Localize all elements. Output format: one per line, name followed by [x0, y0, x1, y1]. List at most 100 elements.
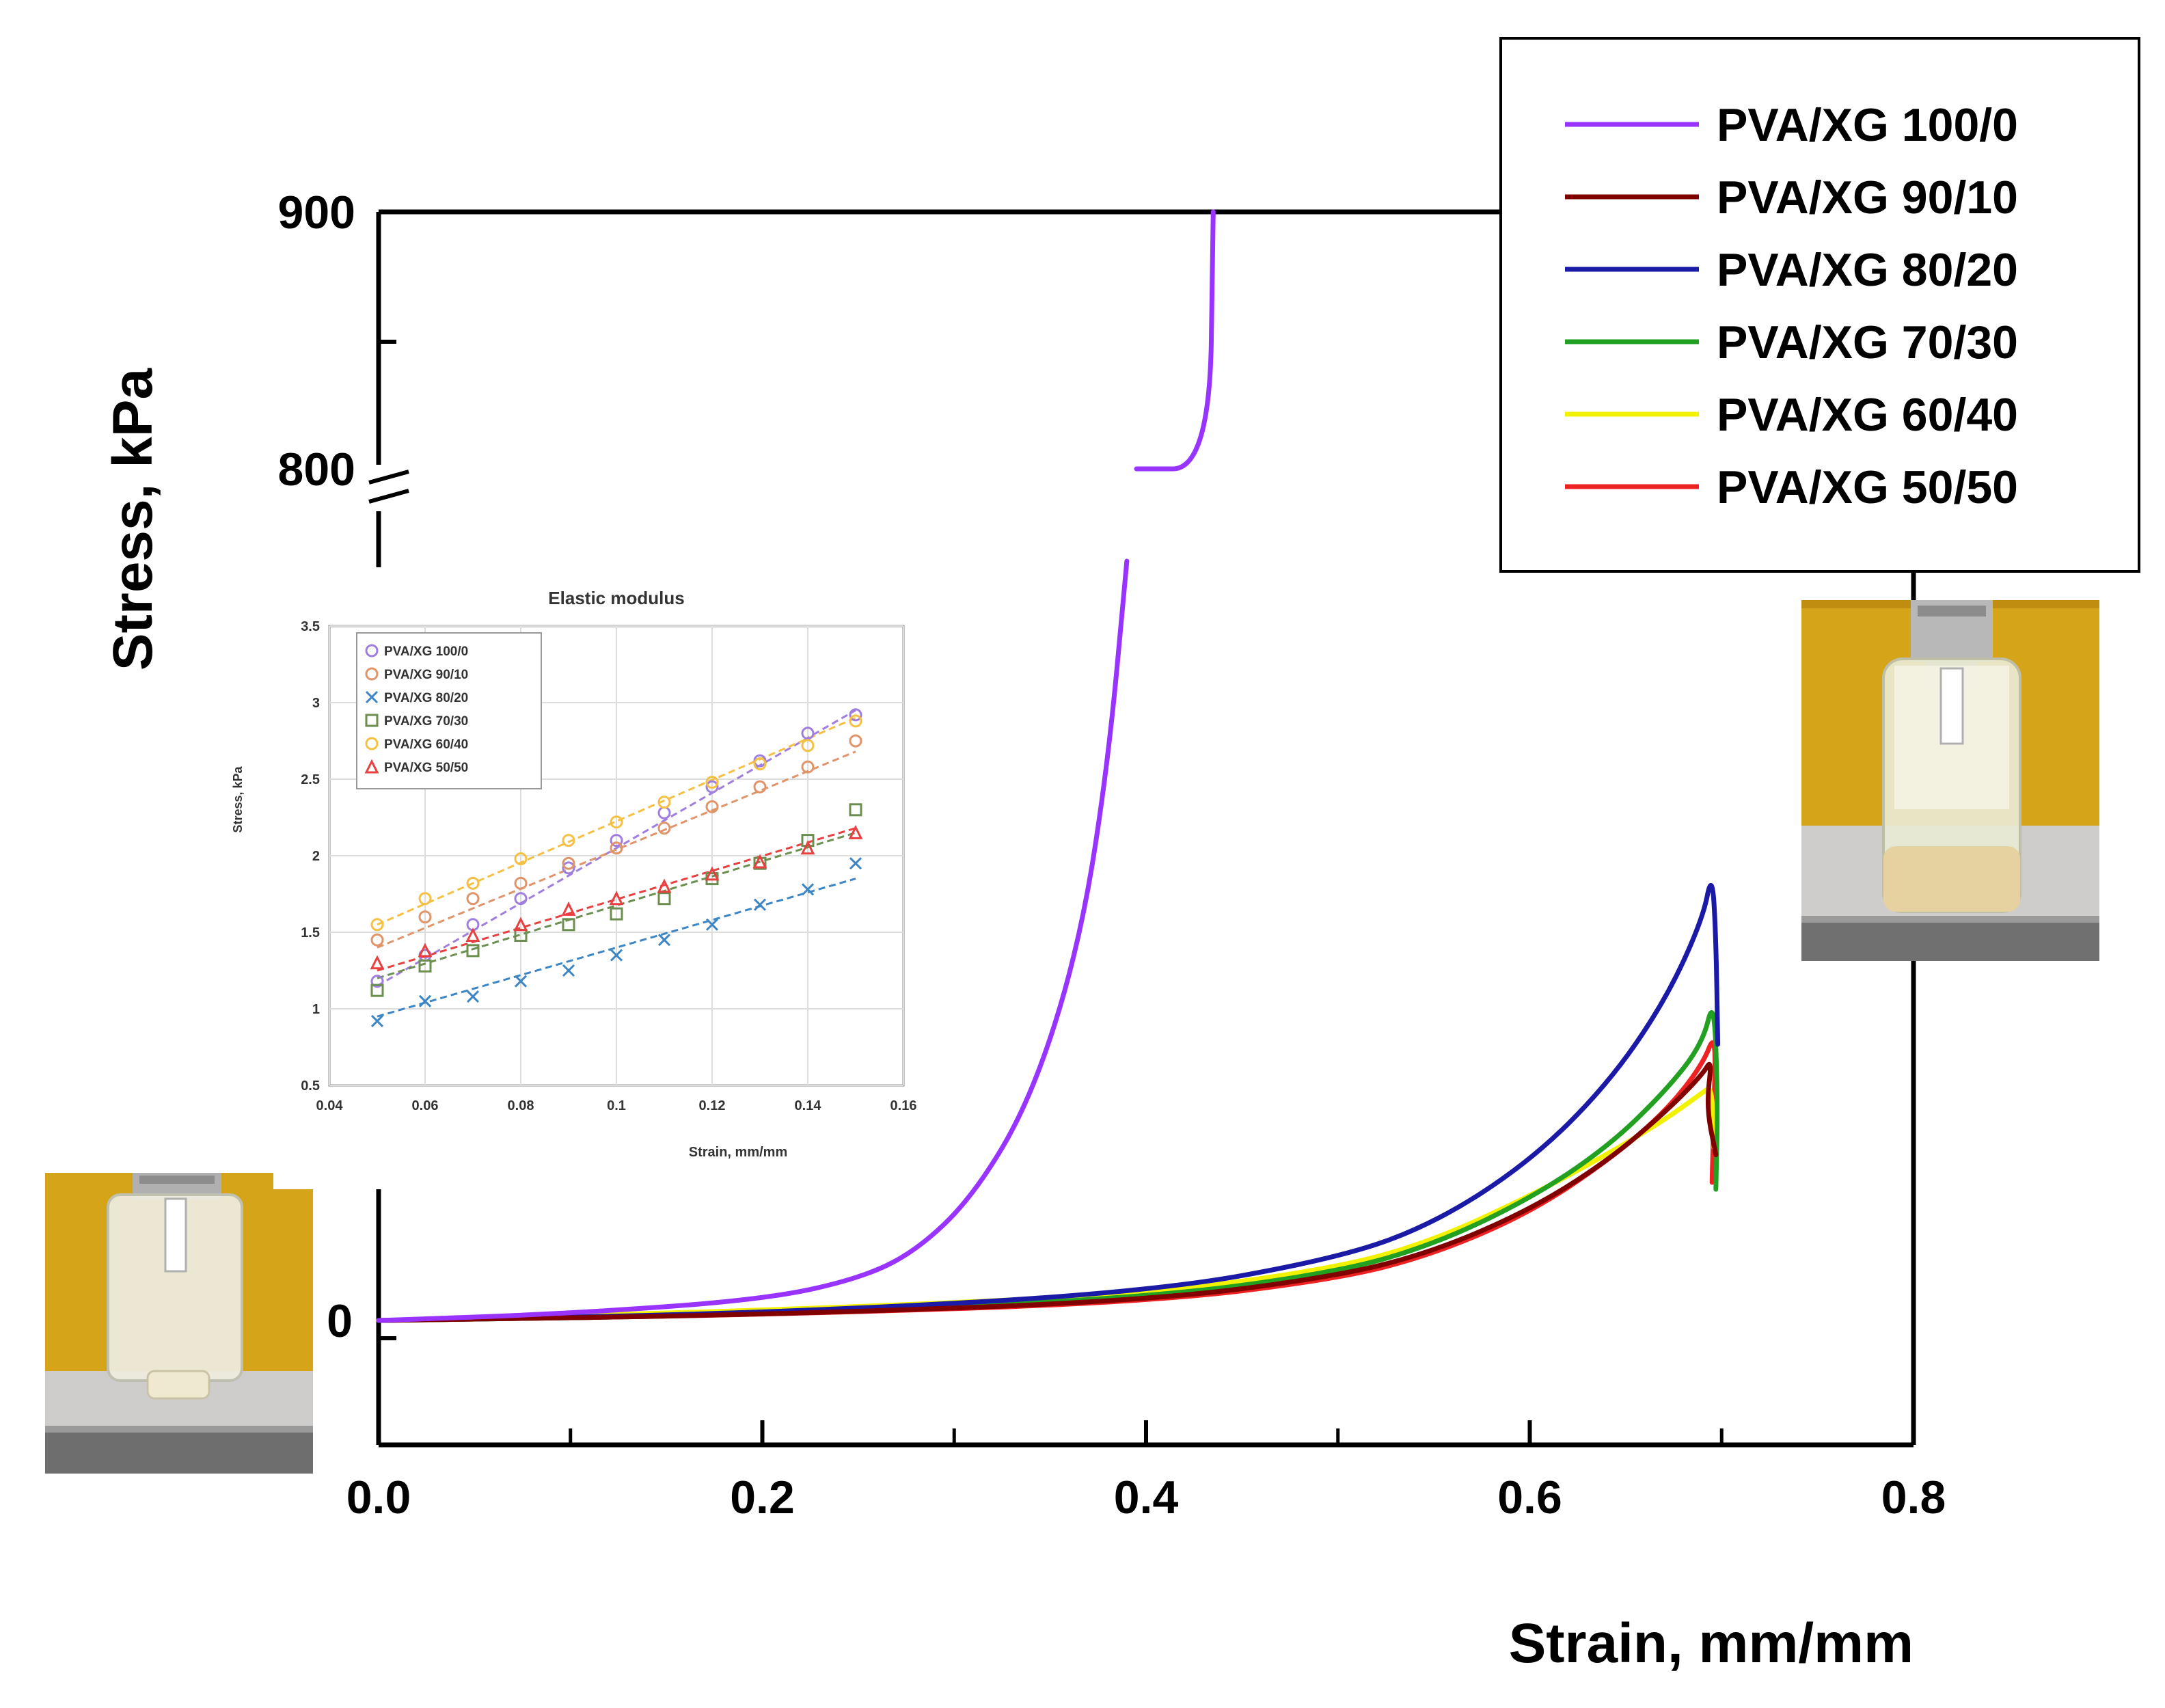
- x-tick-label: 0.8: [1881, 1472, 1946, 1523]
- legend-label: PVA/XG 70/30: [1717, 316, 2018, 368]
- inset-point: [514, 852, 528, 865]
- inset-point: [801, 834, 815, 848]
- inset-point: [753, 898, 767, 911]
- inset-point: [753, 780, 767, 794]
- inset-y-tick-label: 2: [312, 849, 320, 864]
- inset-point: [657, 822, 671, 835]
- inset-points: [370, 708, 863, 1027]
- inset-x-tick-label: 0.16: [890, 1098, 917, 1113]
- inset-point: [610, 841, 623, 855]
- inset-point: [801, 883, 815, 896]
- x-tick-label: 0.2: [730, 1472, 795, 1523]
- legend-box: [1499, 37, 2140, 573]
- inset-point: [610, 907, 623, 921]
- inset-point: [800, 840, 815, 855]
- inset-point: [657, 934, 671, 947]
- inset-x-tick-label: 0.14: [795, 1098, 822, 1113]
- inset-point: [562, 856, 575, 870]
- legend-label: PVA/XG 80/20: [1717, 244, 2018, 296]
- inset-legend-marker: [364, 759, 379, 774]
- inset-point: [849, 708, 862, 722]
- inset-legend-marker: [365, 690, 379, 704]
- inset-point: [849, 714, 862, 728]
- inset-trendline: [377, 750, 856, 949]
- inset-y-tick-label: 0.5: [301, 1079, 320, 1094]
- x-tick-label: 0.0: [346, 1472, 411, 1523]
- inset-legend-marker: [365, 737, 379, 750]
- inset-x-tick-label: 0.04: [316, 1098, 344, 1113]
- inset-y-tick-label: 3.5: [301, 619, 320, 634]
- inset-point: [514, 876, 528, 890]
- x-tick-label: 0.6: [1497, 1472, 1562, 1523]
- inset-point: [849, 857, 862, 870]
- inset-legend-label: PVA/XG 80/20: [384, 691, 468, 705]
- inset-legend: PVA/XG 100/0 PVA/XG 90/10 PVA/XG 80/20 PVA/…: [364, 644, 468, 775]
- inset-legend-marker: [365, 714, 379, 727]
- x-axis-title: Strain, mm/mm: [1509, 1612, 1914, 1675]
- inset-trendline: [377, 709, 856, 987]
- inset-point: [465, 927, 480, 942]
- x-ticks: [377, 1420, 1916, 1445]
- inset-point: [610, 834, 623, 848]
- inset-point: [705, 800, 719, 813]
- inset-x-axis-title: Strain, mm/mm: [689, 1145, 787, 1160]
- inset-legend-label: PVA/XG 50/50: [384, 761, 468, 775]
- main-chart: 0.0 0.2 0.4 0.6 0.8 0 800 900 Strain, mm/mm Str…: [102, 187, 1946, 1675]
- inset-point: [466, 892, 480, 906]
- y-tick-label: 900: [278, 187, 355, 239]
- compression-test-photo-compressed: [1801, 600, 2099, 961]
- y-tick-label: 800: [278, 444, 355, 496]
- inset-chart: 0.04 0.06 0.08 0.1 0.12 0.14 0.16 0.5 1 1.5 2 2.5 3 3…: [231, 588, 928, 1189]
- inset-point: [562, 861, 575, 875]
- inset-trendline: [377, 831, 856, 979]
- y-axis-title: Stress, kPa: [102, 368, 164, 671]
- inset-point: [466, 944, 480, 958]
- series-line-pva-xg-100-0: [376, 558, 1130, 1323]
- x-tick-label: 0.4: [1114, 1472, 1179, 1523]
- inset-point: [705, 866, 720, 881]
- inset-y-tick-label: 3: [312, 696, 320, 711]
- inset-point: [562, 834, 575, 848]
- legend: PVA/XG 100/0 PVA/XG 90/10 PVA/XG 80/20 PVA/…: [1499, 37, 2140, 573]
- inset-x-tick-label: 0.06: [412, 1098, 439, 1113]
- inset-y-tick-label: 1: [312, 1002, 320, 1017]
- inset-point: [610, 815, 623, 829]
- inset-point: [562, 964, 575, 977]
- inset-point: [609, 891, 624, 906]
- main-tick-labels: 0.0 0.2 0.4 0.6 0.8 0 800 900: [278, 187, 1946, 1523]
- inset-point: [849, 803, 862, 817]
- series-line-pva-xg-100-0: [1134, 209, 1216, 472]
- series-line-pva-xg-90-10: [376, 1061, 1719, 1323]
- inset-point: [370, 918, 384, 932]
- inset-legend-label: PVA/XG 90/10: [384, 668, 468, 682]
- inset-tick-labels: 0.04 0.06 0.08 0.1 0.12 0.14 0.16 0.5 1 1.5 2 2.5 3 3…: [301, 619, 916, 1113]
- inset-point: [561, 902, 576, 916]
- inset-point: [752, 854, 767, 869]
- inset-x-tick-label: 0.1: [607, 1098, 626, 1113]
- inset-point: [562, 918, 575, 932]
- inset-legend-marker: [365, 667, 379, 681]
- inset-point: [753, 757, 767, 771]
- inset-legend-box: [356, 632, 542, 789]
- inset-point: [849, 734, 862, 748]
- inset-point: [418, 943, 433, 958]
- inset-point: [513, 917, 528, 932]
- inset-point: [657, 796, 671, 809]
- inset-x-tick-label: 0.12: [699, 1098, 726, 1113]
- inset-x-tick-label: 0.08: [508, 1098, 534, 1113]
- legend-label: PVA/XG 90/10: [1717, 172, 2018, 223]
- axis-break-mark: [368, 470, 409, 485]
- inset-point: [466, 876, 480, 890]
- inset-trendline: [377, 878, 856, 1018]
- inset-point: [514, 892, 528, 906]
- inset-point: [466, 990, 480, 1003]
- inset-point: [705, 775, 719, 789]
- inset-trendlines: [377, 709, 856, 1018]
- inset-y-axis-title: Stress, kPa: [231, 765, 245, 832]
- y-tick-label: 0: [327, 1295, 353, 1347]
- legend-label: PVA/XG 60/40: [1717, 389, 2018, 441]
- inset-point: [801, 760, 815, 774]
- main-series: [376, 209, 1721, 1323]
- inset-point: [370, 975, 384, 988]
- inset-legend-label: PVA/XG 60/40: [384, 737, 468, 752]
